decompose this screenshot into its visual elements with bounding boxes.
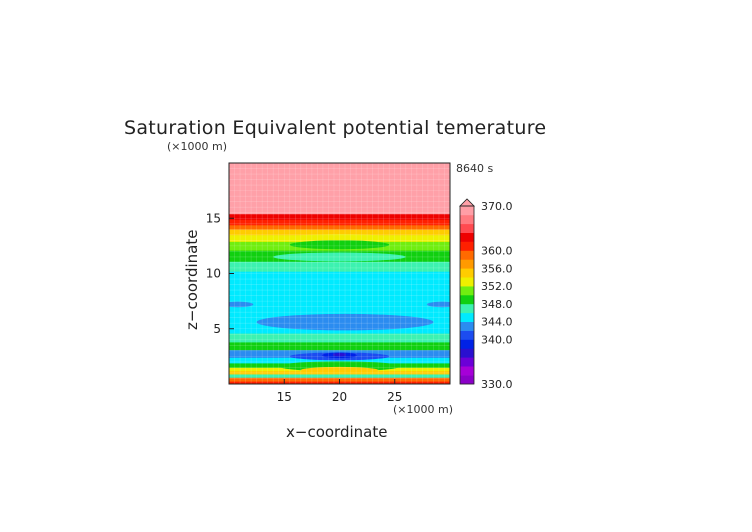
- colorbar-swatch: [460, 312, 474, 322]
- x-ticks: 15 20 25: [277, 379, 402, 404]
- contour-band: [229, 357, 450, 364]
- colorbar-swatch: [460, 232, 474, 242]
- contour-feature: [289, 240, 390, 250]
- contour-band: [229, 374, 450, 378]
- contour-band: [229, 163, 450, 215]
- contour-band: [229, 261, 450, 272]
- y-axis-unit: (×1000 m): [167, 140, 227, 153]
- colorbar-swatch: [460, 339, 474, 349]
- colorbar-swatch: [460, 348, 474, 358]
- contour-band: [229, 213, 450, 220]
- colorbar-swatch: [460, 330, 474, 340]
- colorbar-swatch: [460, 277, 474, 287]
- contour-band: [229, 342, 450, 351]
- y-ticks: 5 10 15: [206, 211, 234, 336]
- colorbar-swatch: [460, 259, 474, 269]
- colorbar-tick-label: 356.0: [481, 262, 513, 275]
- colorbar-swatch: [460, 295, 474, 305]
- features-layer: [229, 234, 450, 374]
- time-label: 8640 s: [456, 162, 493, 175]
- y-tick-label: 5: [213, 322, 221, 336]
- x-tick-label: 15: [277, 390, 292, 404]
- colorbar-swatches: [460, 206, 474, 385]
- colorbar-swatch: [460, 223, 474, 233]
- contour-feature: [256, 313, 434, 331]
- contour-feature: [284, 234, 395, 243]
- contour-feature: [332, 353, 347, 357]
- x-axis-unit: (×1000 m): [393, 403, 453, 416]
- y-axis-label: z−coordinate: [183, 230, 201, 330]
- grid-layer: [229, 163, 450, 384]
- y-tick-label: 10: [206, 267, 221, 281]
- colorbar-overflow-arrow: [459, 198, 475, 207]
- contour-feature: [229, 301, 254, 308]
- colorbar-tick-label: 352.0: [481, 280, 513, 293]
- x-tick-label: 25: [387, 390, 402, 404]
- colorbar-tick-label: 360.0: [481, 245, 513, 258]
- contour-band: [229, 333, 450, 343]
- chart-title: Saturation Equivalent potential temeratu…: [124, 117, 546, 139]
- colorbar-swatch: [460, 206, 474, 216]
- colorbar-swatch: [460, 321, 474, 331]
- colorbar-swatch: [460, 214, 474, 225]
- colorbar-swatch: [460, 241, 474, 251]
- colorbar-labels: 330.0 340.0 344.0 348.0 352.0 356.0 360.0 370.0: [481, 200, 513, 391]
- colorbar: 330.0 340.0 344.0 348.0 352.0 356.0 360.0 370.0: [459, 198, 513, 391]
- colorbar-tick-label: 330.0: [481, 378, 513, 391]
- colorbar-swatch: [460, 250, 474, 260]
- contour-band: [229, 229, 450, 236]
- colorbar-frame: [459, 205, 475, 385]
- contour-feature: [273, 252, 406, 262]
- colorbar-swatch: [460, 303, 474, 314]
- plot-area: [229, 163, 450, 384]
- colorbar-tick-label: 340.0: [481, 334, 513, 347]
- colorbar-tick-label: 348.0: [481, 298, 513, 311]
- y-tick-label: 15: [206, 211, 221, 225]
- x-axis-label: x−coordinate: [286, 423, 387, 441]
- contour-band: [229, 219, 450, 226]
- colorbar-swatch: [460, 286, 474, 296]
- colorbar-swatch: [460, 375, 474, 385]
- contour-feature: [300, 366, 379, 374]
- colorbar-tick-label: 370.0: [481, 200, 513, 213]
- colorbar-swatch: [460, 366, 474, 376]
- contour-band: [229, 224, 450, 230]
- colorbar-swatch: [460, 357, 474, 367]
- contour-feature: [426, 301, 450, 308]
- colorbar-tick-label: 344.0: [481, 316, 513, 329]
- x-tick-label: 20: [332, 390, 347, 404]
- colorbar-swatch: [460, 268, 474, 278]
